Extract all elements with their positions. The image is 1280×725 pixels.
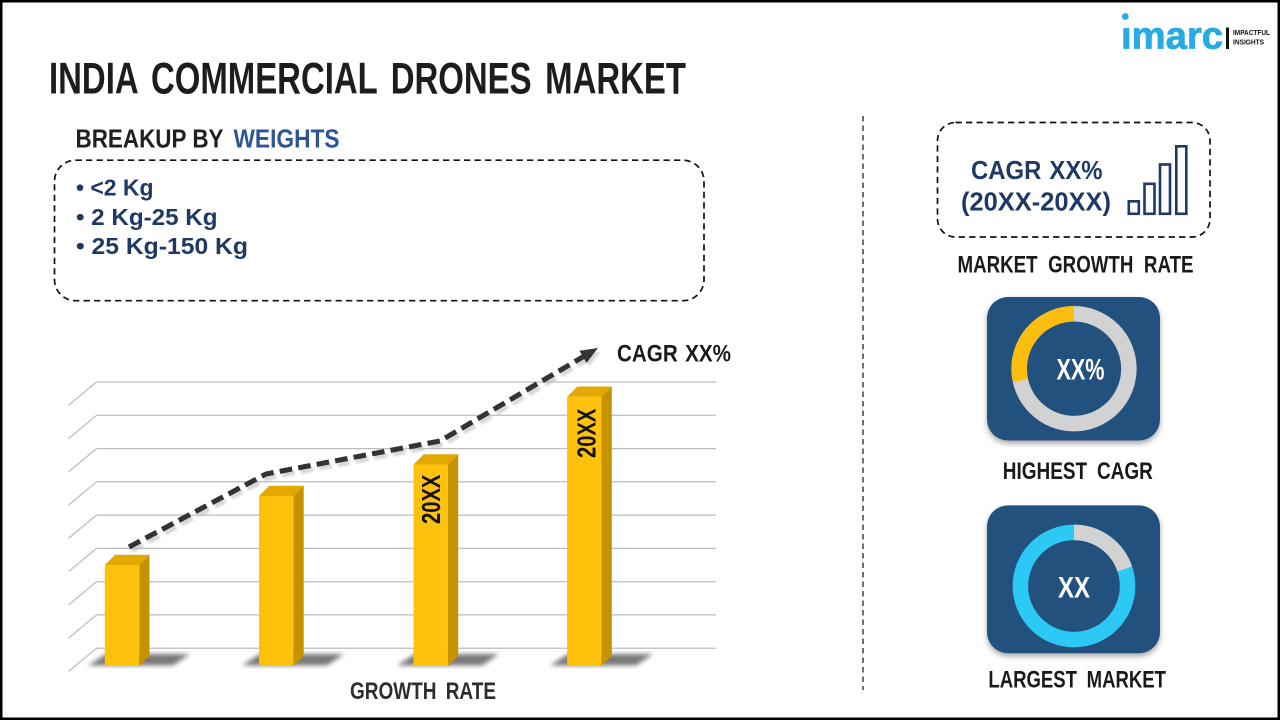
svg-text:CAGR XX%: CAGR XX% xyxy=(971,155,1103,185)
svg-text:• 2 Kg-25 Kg: • 2 Kg-25 Kg xyxy=(76,204,218,230)
svg-text:20XX: 20XX xyxy=(416,474,446,524)
svg-text:• <2 Kg: • <2 Kg xyxy=(76,175,154,201)
svg-text:IMPACTFUL: IMPACTFUL xyxy=(1233,28,1270,37)
svg-text:BREAKUP BY: BREAKUP BY xyxy=(76,123,224,153)
svg-text:HIGHEST CAGR: HIGHEST CAGR xyxy=(1003,458,1153,485)
svg-text:MARKET GROWTH RATE: MARKET GROWTH RATE xyxy=(958,252,1194,279)
svg-text:XX%: XX% xyxy=(1057,353,1105,386)
svg-text:GROWTH RATE: GROWTH RATE xyxy=(350,678,496,705)
svg-text:INSIGHTS: INSIGHTS xyxy=(1233,38,1264,47)
svg-text:LARGEST MARKET: LARGEST MARKET xyxy=(988,667,1166,694)
svg-text:• 25 Kg-150 Kg: • 25 Kg-150 Kg xyxy=(76,233,248,259)
svg-text:WEIGHTS: WEIGHTS xyxy=(234,123,340,153)
svg-text:INDIA COMMERCIAL DRONES MARKET: INDIA COMMERCIAL DRONES MARKET xyxy=(49,55,686,104)
svg-text:(20XX-20XX): (20XX-20XX) xyxy=(961,187,1111,217)
svg-text:CAGR XX%: CAGR XX% xyxy=(617,341,731,368)
svg-text:ımarc: ımarc xyxy=(1121,16,1223,58)
svg-text:20XX: 20XX xyxy=(572,408,602,458)
svg-text:XX: XX xyxy=(1058,572,1090,605)
